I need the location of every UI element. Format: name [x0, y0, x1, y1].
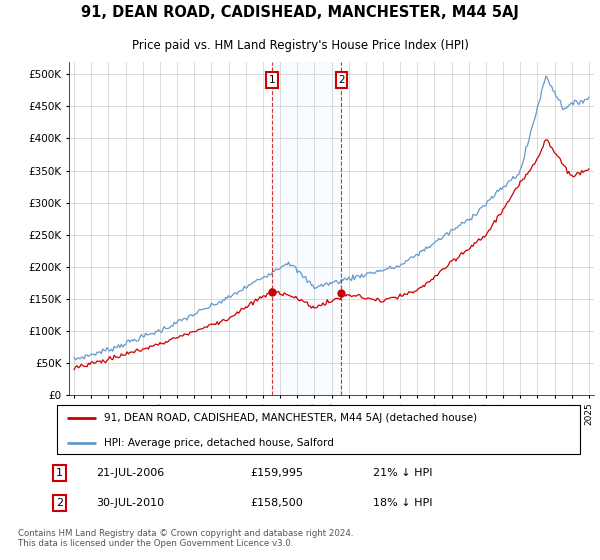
Text: 30-JUL-2010: 30-JUL-2010 [97, 498, 164, 508]
Text: £158,500: £158,500 [250, 498, 303, 508]
Text: Contains HM Land Registry data © Crown copyright and database right 2024.
This d: Contains HM Land Registry data © Crown c… [18, 529, 353, 548]
Text: HPI: Average price, detached house, Salford: HPI: Average price, detached house, Salf… [104, 437, 334, 447]
Bar [272, 62, 341, 395]
Text: 18% ↓ HPI: 18% ↓ HPI [373, 498, 432, 508]
Text: 2: 2 [56, 498, 63, 508]
Text: 21-JUL-2006: 21-JUL-2006 [97, 468, 165, 478]
FancyBboxPatch shape [56, 405, 580, 454]
Text: 1: 1 [269, 75, 275, 85]
Text: 1: 1 [56, 468, 63, 478]
Text: £159,995: £159,995 [250, 468, 304, 478]
Text: 21% ↓ HPI: 21% ↓ HPI [373, 468, 432, 478]
Text: 91, DEAN ROAD, CADISHEAD, MANCHESTER, M44 5AJ (detached house): 91, DEAN ROAD, CADISHEAD, MANCHESTER, M4… [104, 413, 478, 423]
Text: 2: 2 [338, 75, 345, 85]
Text: 91, DEAN ROAD, CADISHEAD, MANCHESTER, M44 5AJ: 91, DEAN ROAD, CADISHEAD, MANCHESTER, M4… [81, 6, 519, 20]
Text: Price paid vs. HM Land Registry's House Price Index (HPI): Price paid vs. HM Land Registry's House … [131, 39, 469, 53]
